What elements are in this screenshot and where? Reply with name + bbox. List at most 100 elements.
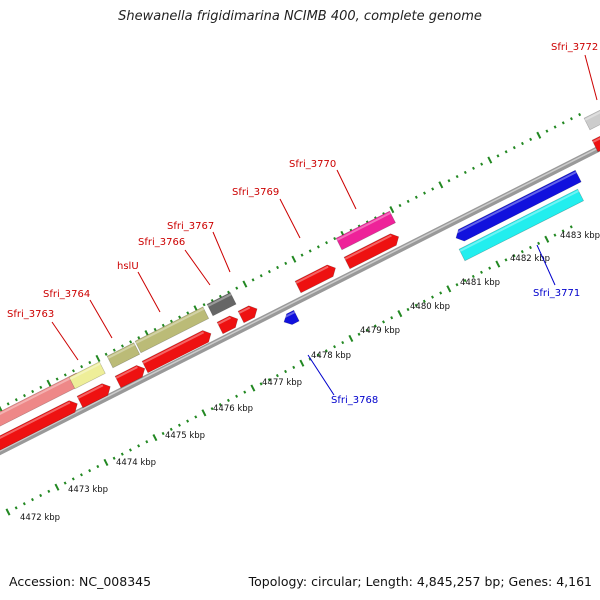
rail-tick — [488, 266, 492, 270]
rail-tick — [31, 389, 35, 394]
rail-tick — [202, 303, 206, 307]
rail-tick — [480, 162, 484, 166]
rail-tick — [128, 448, 132, 452]
feature-sfri-3771[interactable] — [455, 169, 582, 242]
feature-cds[interactable] — [216, 315, 239, 335]
gene-label-sfri-3771[interactable]: Sfri_3771 — [533, 288, 580, 299]
feature-highlight — [135, 307, 205, 344]
rail-tick — [88, 469, 92, 473]
rail-tick — [406, 199, 410, 203]
feature-cds[interactable] — [343, 233, 400, 270]
outer-dotted-ring — [0, 112, 582, 412]
rail-tick — [137, 336, 141, 340]
gene-label-sfri-3770[interactable]: Sfri_3770 — [289, 159, 336, 170]
feature-cds[interactable] — [294, 264, 336, 294]
rail-tick — [504, 150, 508, 154]
rail-tick — [161, 323, 165, 327]
gene-label-sfri-3763[interactable]: Sfri_3763 — [7, 309, 54, 320]
feature-highlight — [69, 362, 101, 380]
rail-tick — [47, 489, 51, 493]
rail-tick — [471, 274, 475, 279]
rail-tick — [79, 473, 83, 477]
rail-tick — [137, 444, 141, 448]
leader-line — [89, 299, 113, 339]
rail-tick — [300, 253, 304, 257]
gene-label-sfri-3769[interactable]: Sfri_3769 — [232, 187, 279, 198]
tick-label: 4473 kbp — [68, 485, 108, 495]
rail-tick — [463, 278, 467, 283]
feature-sfri-3770[interactable] — [335, 210, 396, 251]
rail-tick — [496, 154, 500, 158]
rail-tick — [463, 170, 467, 175]
feature-track — [0, 105, 600, 454]
tick-label: 4477 kbp — [262, 378, 302, 388]
feature-highlight — [142, 331, 205, 364]
gene-label-sfri-3772[interactable]: Sfri_3772 — [551, 42, 598, 53]
feature-cds[interactable] — [114, 365, 146, 389]
rail-tick — [169, 319, 173, 323]
rail-tick — [292, 365, 296, 369]
feature-olive-a[interactable] — [106, 342, 141, 369]
rail-tick — [55, 377, 59, 381]
feature-sfri-3767[interactable] — [206, 292, 237, 317]
rail-tick — [431, 187, 435, 191]
genome-summary-text: Topology: circular; Length: 4,845,257 bp… — [248, 574, 592, 589]
rail-tick — [210, 407, 214, 411]
rail-tick — [389, 206, 395, 214]
feature-cds[interactable] — [141, 330, 212, 374]
rail-tick — [561, 121, 565, 125]
tick-label: 4481 kbp — [460, 278, 500, 288]
feature-sfri-3768[interactable] — [283, 309, 300, 325]
rail-tick — [545, 129, 549, 133]
tick-label: 4483 kbp — [560, 231, 600, 241]
rail-tick — [31, 497, 34, 502]
rail-tick — [71, 477, 75, 481]
leader-line — [184, 249, 211, 286]
gene-label-hslu[interactable]: hslU — [117, 261, 139, 272]
rail-tick — [537, 241, 541, 245]
rail-tick — [299, 359, 305, 367]
rail-tick — [22, 502, 26, 506]
rail-tick — [88, 360, 92, 365]
rail-tick — [23, 393, 26, 398]
rail-tick — [46, 379, 52, 387]
feature-highlight — [77, 384, 104, 399]
rail-tick — [251, 278, 255, 282]
feature-cyan[interactable] — [458, 188, 585, 262]
rail-tick — [544, 235, 550, 243]
feature-sfri-3764[interactable] — [68, 361, 106, 390]
rail-tick — [382, 320, 386, 324]
rail-tick — [153, 327, 157, 332]
rail-tick — [80, 365, 84, 369]
rail-tick — [63, 481, 67, 485]
rail-tick — [120, 452, 124, 456]
tick-label: 4478 kbp — [311, 351, 351, 361]
rail-tick — [104, 352, 108, 356]
leader-line — [536, 244, 556, 286]
rail-tick — [63, 373, 67, 377]
gene-label-sfri-3764[interactable]: Sfri_3764 — [43, 289, 90, 300]
feature-cds[interactable] — [237, 305, 258, 324]
gene-label-sfri-3767[interactable]: Sfri_3767 — [167, 221, 214, 232]
rail-tick — [169, 427, 173, 431]
feature-highlight — [584, 111, 600, 121]
feature-light-gray[interactable] — [583, 105, 600, 131]
gene-label-sfri-3768[interactable]: Sfri_3768 — [331, 395, 378, 406]
rail-tick — [275, 374, 279, 378]
feature-cds[interactable] — [591, 134, 600, 153]
rail-tick — [487, 156, 493, 164]
feature-cds[interactable] — [76, 383, 111, 409]
tick-label: 4476 kbp — [213, 404, 253, 414]
feature-highlight — [592, 137, 600, 143]
feature-hslu[interactable] — [134, 306, 210, 354]
rail-tick — [504, 258, 508, 262]
rail-tick — [227, 290, 231, 294]
rail-tick — [95, 354, 101, 362]
rail-tick — [414, 195, 418, 199]
rail-tick — [325, 241, 329, 245]
gene-label-sfri-3766[interactable]: Sfri_3766 — [138, 237, 185, 248]
rail-tick — [578, 112, 582, 117]
rail-tick — [103, 458, 109, 466]
feature-cds[interactable] — [0, 400, 78, 454]
